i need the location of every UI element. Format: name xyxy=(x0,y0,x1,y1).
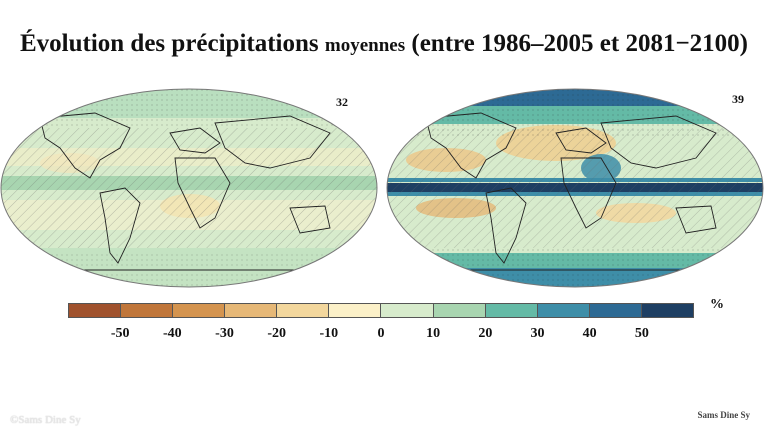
colorbar-segment xyxy=(329,304,382,317)
model-count-label: 39 xyxy=(732,92,744,106)
colorbar-segment xyxy=(485,304,538,317)
colorbar-tick-label: -40 xyxy=(162,326,182,341)
colorbar-tick-label: 20 xyxy=(478,326,493,341)
colorbar-tick-label: 0 xyxy=(377,326,385,341)
page-title: Évolution des précipitations moyennes (e… xyxy=(0,30,768,58)
map-scenario-high xyxy=(386,88,764,288)
colorbar-tick-label: -50 xyxy=(110,326,130,341)
colorbar-segment xyxy=(69,304,122,317)
colorbar-tick-label: 30 xyxy=(530,326,545,341)
colorbar-segment xyxy=(225,304,278,317)
colorbar-segment xyxy=(381,304,434,317)
colorbar-segment xyxy=(277,304,330,317)
colorbar-tick-label: 10 xyxy=(426,326,441,341)
colorbar-segment xyxy=(537,304,590,317)
colorbar-segment xyxy=(589,304,642,317)
colorbar-tick-label: 40 xyxy=(582,326,597,341)
colorbar-tick-label: -20 xyxy=(267,326,286,341)
colorbar-segment xyxy=(173,304,226,317)
colorbar-unit: % xyxy=(710,297,724,312)
colorbar-tick-label: -10 xyxy=(319,326,339,341)
colorbar-segment xyxy=(121,304,174,317)
title-main: Évolution des précipitations xyxy=(19,30,319,57)
map-scenario-low xyxy=(0,88,378,288)
colorbar-segment xyxy=(641,304,693,317)
colorbar-tick-label: -30 xyxy=(215,326,234,341)
author-credit: Sams Dine Sy xyxy=(697,410,750,420)
colorbar-ticks: -50 -40 -30 -20 -10 0 10 20 30 40 50 xyxy=(68,326,694,346)
title-period: (entre 1986–2005 et 2081−2100) xyxy=(411,30,749,57)
watermark: ©Sams Dine Sy xyxy=(10,414,81,426)
model-count-label: 32 xyxy=(336,95,348,109)
title-small: moyennes xyxy=(324,35,406,56)
colorbar-legend xyxy=(68,303,694,318)
colorbar-segment xyxy=(433,304,486,317)
colorbar-tick-label: 50 xyxy=(634,326,649,341)
